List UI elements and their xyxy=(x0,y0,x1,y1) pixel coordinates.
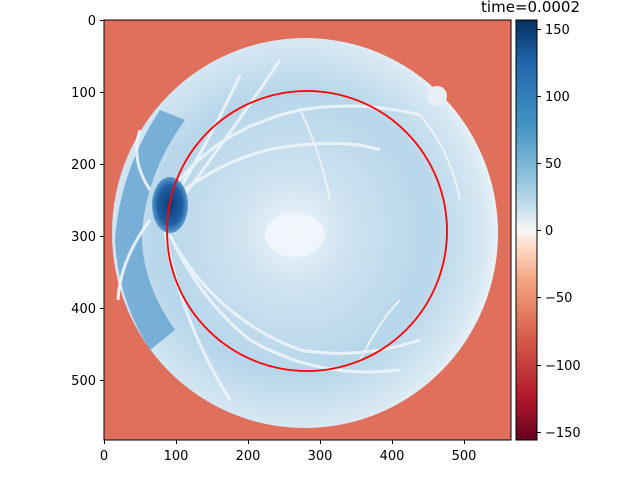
x-tick-label: 400 xyxy=(380,449,405,464)
x-tick-label: 200 xyxy=(236,449,261,464)
y-tick-label: 200 xyxy=(71,158,96,173)
figure-title: time=0.0002 xyxy=(481,0,580,16)
y-tick-label: 400 xyxy=(71,302,96,317)
image-panel xyxy=(104,20,511,440)
colorbar-tick-label: −50 xyxy=(545,291,572,306)
y-tick-label: 100 xyxy=(71,86,96,101)
colorbar-tick-label: 150 xyxy=(545,23,570,38)
y-axis: 0 100 200 300 400 500 xyxy=(71,14,104,389)
y-tick-label: 300 xyxy=(71,230,96,245)
x-tick-label: 300 xyxy=(308,449,333,464)
overlay-circle xyxy=(166,90,448,372)
colorbar-tick-label: 0 xyxy=(545,224,553,239)
y-tick-label: 0 xyxy=(88,14,96,29)
retina-dark-rim xyxy=(115,110,185,350)
colorbar-tick-label: 50 xyxy=(545,157,562,172)
x-tick-label: 500 xyxy=(452,449,477,464)
colorbar-tick-label: 100 xyxy=(545,90,570,105)
x-axis: 0 100 200 300 400 500 xyxy=(100,440,477,464)
colorbar-gradient xyxy=(515,19,538,441)
axes-frame xyxy=(103,19,512,441)
y-tick-label: 500 xyxy=(71,374,96,389)
x-tick-label: 0 xyxy=(100,449,108,464)
fovea-region xyxy=(265,213,325,257)
retina-notch xyxy=(427,86,447,106)
x-tick-label: 100 xyxy=(164,449,189,464)
colorbar-tick-label: −150 xyxy=(545,426,581,441)
colorbar-tick-label: −100 xyxy=(545,359,581,374)
colorbar: 150 100 50 0 −50 −100 −150 xyxy=(515,19,581,441)
